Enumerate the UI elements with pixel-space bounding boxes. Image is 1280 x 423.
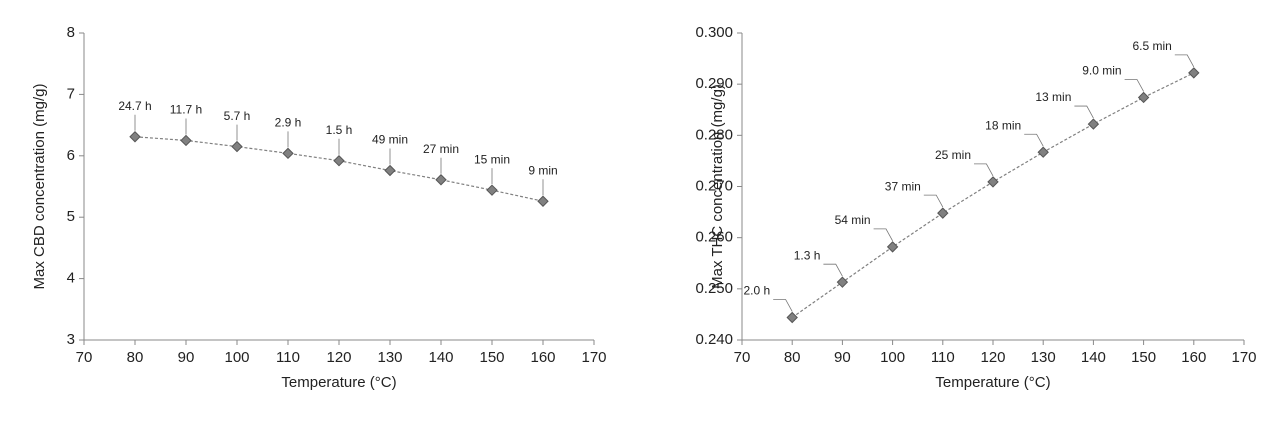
- leader-line: [974, 163, 994, 177]
- x-tick-label: 160: [530, 349, 555, 366]
- y-tick-label: 8: [67, 24, 75, 41]
- annotation: 25 min: [935, 148, 971, 162]
- annotation: 13 min: [1035, 90, 1071, 104]
- x-tick-label: 70: [76, 349, 93, 366]
- data-point: [1188, 67, 1200, 79]
- data-point: [937, 207, 949, 219]
- annotation: 1.5 h: [326, 123, 353, 137]
- data-point: [333, 155, 345, 167]
- y-axis-title: Max THC concentration (mg/g): [709, 84, 726, 289]
- data-point: [537, 195, 549, 207]
- annotation: 27 min: [423, 142, 459, 156]
- data-point: [486, 184, 498, 196]
- data-point: [435, 174, 447, 186]
- annotation: 49 min: [372, 133, 408, 147]
- y-tick-label: 0.250: [695, 280, 733, 297]
- y-tick-label: 5: [67, 208, 75, 225]
- data-point: [129, 131, 141, 143]
- data-point: [1087, 118, 1100, 130]
- annotation: 2.9 h: [275, 116, 302, 130]
- x-tick-label: 140: [428, 349, 453, 366]
- data-point: [836, 276, 849, 288]
- x-tick-label: 70: [734, 349, 751, 366]
- data-point: [231, 140, 243, 153]
- leader-line: [1174, 54, 1195, 68]
- y-tick-label: 7: [67, 85, 75, 102]
- annotation: 1.3 h: [794, 248, 821, 262]
- y-tick-label: 0.300: [695, 24, 733, 41]
- annotation: 54 min: [835, 213, 871, 227]
- x-tick-label: 120: [326, 349, 351, 366]
- annotation: 37 min: [885, 179, 921, 193]
- y-tick-label: 4: [67, 270, 75, 287]
- data-point: [987, 176, 999, 188]
- y-axis-title: Max CBD concentration (mg/g): [31, 84, 48, 290]
- x-tick-label: 150: [1131, 349, 1156, 366]
- annotation: 15 min: [474, 152, 510, 166]
- leader-line: [873, 228, 893, 242]
- x-tick-label: 130: [377, 349, 402, 366]
- leader-line: [1074, 105, 1094, 119]
- y-tick-label: 0.280: [695, 126, 733, 143]
- x-tick-label: 110: [276, 349, 300, 366]
- data-point: [1137, 91, 1150, 104]
- data-point: [1037, 146, 1049, 158]
- x-tick-label: 160: [1181, 349, 1206, 366]
- y-tick-label: 0.240: [695, 331, 733, 348]
- data-point: [384, 164, 396, 177]
- x-tick-label: 100: [224, 349, 249, 366]
- y-tick-label: 6: [67, 147, 75, 164]
- annotation: 11.7 h: [170, 103, 202, 117]
- y-tick-label: 0.270: [695, 177, 733, 194]
- x-tick-label: 80: [784, 349, 801, 366]
- data-line: [791, 72, 1195, 318]
- leader-line: [1124, 79, 1144, 92]
- x-tick-label: 120: [980, 349, 1005, 366]
- leader-line: [1024, 133, 1044, 147]
- annotation: 6.5 min: [1132, 39, 1171, 53]
- data-point: [180, 134, 192, 147]
- x-tick-label: 170: [581, 349, 606, 366]
- x-axis-title: Temperature (°C): [935, 374, 1050, 391]
- x-axis-title: Temperature (°C): [281, 374, 396, 391]
- annotation: 18 min: [985, 118, 1021, 132]
- y-tick-label: 0.290: [695, 75, 733, 92]
- x-tick-label: 170: [1231, 349, 1256, 366]
- y-tick-label: 3: [67, 331, 75, 348]
- x-tick-label: 90: [834, 349, 851, 366]
- leader-line: [923, 194, 944, 208]
- data-point: [886, 241, 899, 253]
- annotation: 2.0 h: [743, 284, 770, 298]
- leader-line: [823, 263, 843, 277]
- x-tick-label: 110: [931, 349, 955, 366]
- x-tick-label: 90: [178, 349, 195, 366]
- annotation: 9 min: [528, 163, 557, 177]
- x-tick-label: 100: [880, 349, 905, 366]
- data-point: [786, 311, 798, 324]
- x-tick-label: 80: [127, 349, 144, 366]
- x-tick-label: 150: [479, 349, 504, 366]
- annotation: 24.7 h: [118, 99, 151, 113]
- data-point: [282, 147, 294, 160]
- annotation: 9.0 min: [1082, 64, 1121, 78]
- x-tick-label: 130: [1031, 349, 1056, 366]
- leader-line: [773, 299, 793, 312]
- y-tick-label: 0.260: [695, 229, 733, 246]
- x-tick-label: 140: [1081, 349, 1106, 366]
- annotation: 5.7 h: [224, 109, 251, 123]
